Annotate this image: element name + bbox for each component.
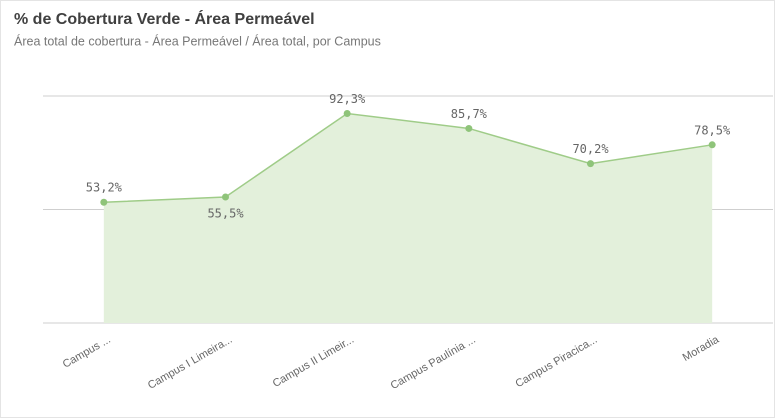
chart-title: % de Cobertura Verde - Área Permeável xyxy=(14,9,315,28)
point xyxy=(343,109,351,117)
value-label: 70,2% xyxy=(572,142,609,156)
value-label: 92,3% xyxy=(329,92,366,106)
value-label: 55,5% xyxy=(207,207,244,221)
point xyxy=(222,193,229,201)
area xyxy=(103,113,713,323)
line xyxy=(103,112,713,203)
point xyxy=(587,160,594,168)
point xyxy=(708,141,716,149)
value-label: 78,5% xyxy=(694,123,731,137)
value-label: 85,7% xyxy=(451,107,488,121)
point xyxy=(465,124,473,132)
chart-subtitle: Área total de cobertura - Área Permeável… xyxy=(14,33,381,48)
point xyxy=(100,198,108,206)
value-label: 53,2% xyxy=(86,181,123,195)
